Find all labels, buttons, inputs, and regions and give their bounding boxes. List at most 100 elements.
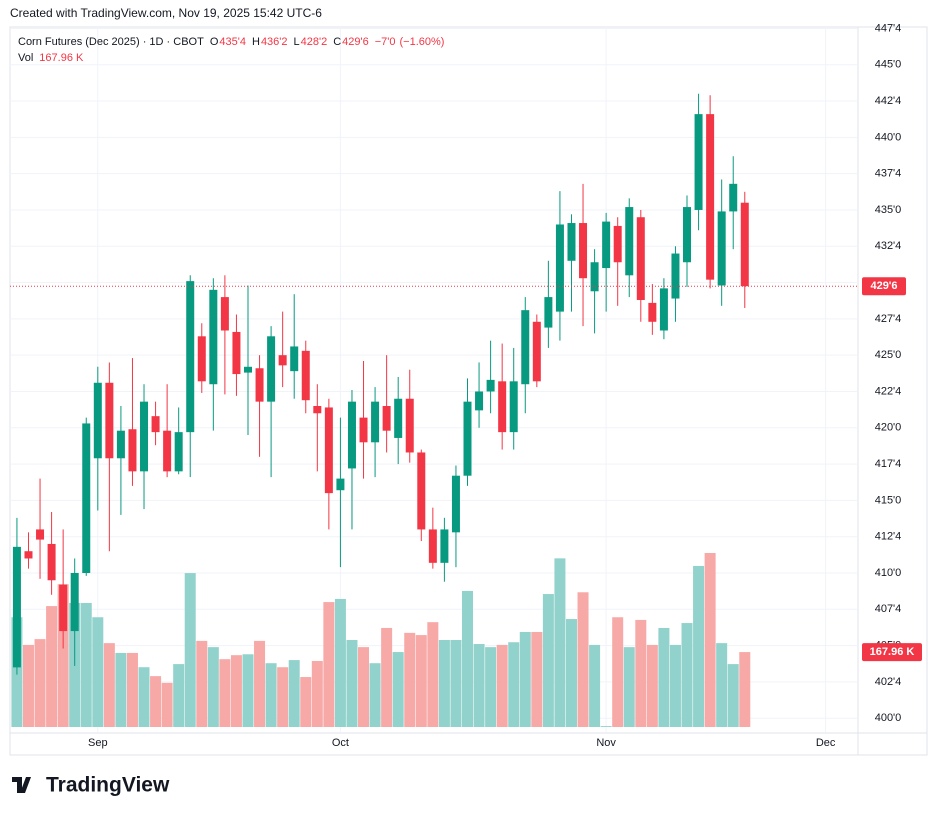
volume-bar [531, 631, 543, 727]
volume-bar [277, 667, 289, 727]
volume-bar [80, 602, 92, 727]
watermark: Created with TradingView.com, Nov 19, 20… [10, 6, 322, 20]
candle-body [394, 398, 403, 438]
volume-bar [46, 606, 58, 727]
y-tick-label: 412'4 [875, 531, 902, 543]
candle-body [313, 406, 322, 414]
candle-body [544, 297, 553, 328]
logo: TradingView [12, 774, 170, 797]
volume-bar [623, 647, 635, 727]
volume-bar [450, 640, 462, 727]
volume-bar [739, 652, 751, 727]
y-tick-label: 407'4 [875, 603, 902, 615]
candle-body [371, 401, 380, 443]
legend-text: 167.96 K [39, 52, 84, 64]
candle-body [636, 217, 645, 300]
legend-text: Vol [18, 52, 33, 64]
candle-body [93, 382, 102, 459]
y-tick-label: 402'4 [875, 676, 902, 688]
logo-icon [12, 777, 31, 793]
volume-bar [427, 622, 439, 727]
x-tick-label: Sep [88, 737, 108, 749]
volume-bar [115, 652, 127, 727]
volume-bar [438, 640, 450, 727]
volume-bar [612, 617, 624, 727]
candle-body [105, 382, 114, 459]
candle-body [706, 114, 715, 280]
volume-bar [126, 652, 138, 727]
volume-bar [381, 627, 393, 727]
candle-body [451, 475, 460, 533]
candle-body [324, 407, 333, 494]
volume-bar [473, 644, 485, 727]
candle-body [59, 584, 68, 632]
legend-text: C [333, 36, 341, 48]
y-tick-label: 425'0 [875, 349, 902, 361]
candle-body [567, 223, 576, 261]
last-price-tag [862, 277, 906, 296]
y-tick-label: 437'4 [875, 168, 902, 180]
volume-bar [92, 617, 104, 727]
candle-body [82, 423, 91, 573]
candle-body [694, 114, 703, 210]
candle-body [428, 529, 437, 563]
volume-bar [103, 643, 115, 727]
volume-bar [184, 573, 196, 727]
volume-bar [462, 590, 474, 727]
candle-body [359, 417, 368, 443]
candle-body [301, 350, 310, 401]
candle-body [602, 221, 611, 269]
y-tick-label: 445'0 [875, 59, 902, 71]
volume-bar [150, 676, 162, 727]
candle-body [116, 430, 125, 459]
y-tick-label: 415'0 [875, 494, 902, 506]
candle-body [243, 366, 252, 373]
volume-bar [669, 644, 681, 727]
candle-body [729, 183, 738, 212]
volume-bar [577, 592, 589, 727]
candle-body [740, 202, 749, 287]
volume-bar [369, 663, 381, 727]
volume-bar [392, 652, 404, 727]
volume-bar [138, 667, 150, 727]
candle-body [174, 432, 183, 472]
legend-text: 435'4 [219, 36, 246, 48]
volume-bar [519, 631, 531, 727]
candle-body [717, 211, 726, 286]
candle-body [70, 572, 79, 632]
y-tick-label: 432'4 [875, 240, 902, 252]
candle-body [24, 551, 33, 559]
legend-text: −7'0 [375, 36, 396, 48]
candle-body [498, 381, 507, 433]
volume-bar [716, 643, 728, 727]
volume-bar [485, 647, 497, 727]
candle-body [590, 262, 599, 292]
volume-bar [242, 654, 254, 727]
candle-body [151, 416, 160, 433]
y-tick-label: 400'0 [875, 712, 902, 724]
y-tick-label: 417'4 [875, 458, 902, 470]
candle-body [405, 398, 414, 453]
volume-bar [496, 644, 508, 727]
grid [10, 27, 858, 732]
volume-bar [173, 664, 185, 727]
volume-tag [862, 643, 922, 662]
volume-bar [34, 639, 46, 727]
candle-body [417, 452, 426, 530]
y-tick-label: 410'0 [875, 567, 902, 579]
legend: Corn Futures (Dec 2025) · 1D · CBOT O 435'… [18, 36, 444, 64]
x-tick-label: Dec [816, 737, 836, 749]
x-tick-label: Nov [596, 737, 616, 749]
candle-body [209, 289, 218, 385]
candle-body [232, 331, 241, 375]
volume-bar [704, 553, 716, 727]
y-tick-label: 422'4 [875, 385, 902, 397]
volume-bar [161, 682, 173, 727]
candle-body [613, 225, 622, 263]
volume-bar [554, 558, 566, 727]
candle-body [659, 288, 668, 331]
volume-bar [658, 627, 670, 727]
volume-last-label: 167.96 K [870, 646, 915, 658]
volume-bar [300, 677, 312, 727]
